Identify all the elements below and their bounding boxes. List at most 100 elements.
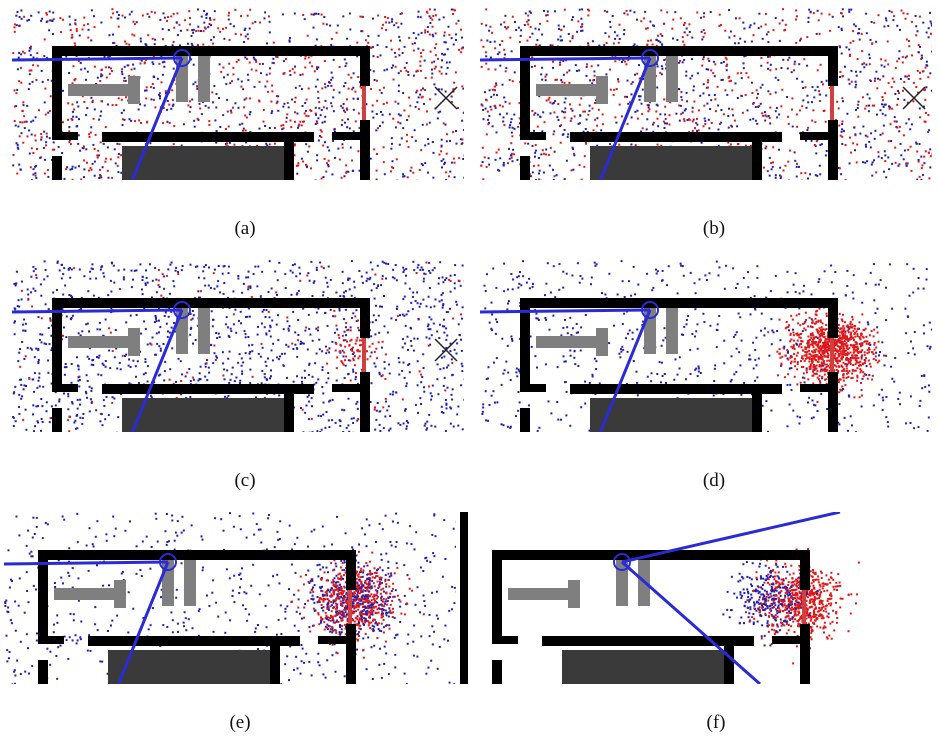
table-block xyxy=(122,146,294,180)
map-scene xyxy=(480,8,932,180)
wall-top xyxy=(52,46,370,56)
wall-table-top xyxy=(570,384,782,394)
laser-ray-left xyxy=(12,56,183,62)
wall-table-top xyxy=(542,636,754,646)
chair-obstacle-1 xyxy=(644,56,656,102)
chair-obstacle-1 xyxy=(162,560,174,606)
panel-c xyxy=(12,260,464,432)
shelf-end-obstacle xyxy=(128,76,140,104)
wall-top xyxy=(520,46,838,56)
laser-ray-left xyxy=(480,308,651,314)
marker-layer xyxy=(434,338,458,362)
wall-left-stub xyxy=(52,384,78,392)
chair-obstacle-1 xyxy=(176,308,188,354)
caption-c: (c) xyxy=(234,470,256,491)
wall-right-lower xyxy=(360,120,370,180)
table-block xyxy=(108,650,280,684)
chair-obstacle-2 xyxy=(666,308,678,354)
wall-right-upper xyxy=(360,46,370,86)
wall-right-upper xyxy=(828,298,838,338)
wall-top xyxy=(52,298,370,308)
table-block xyxy=(122,398,294,432)
wall-left-upper xyxy=(52,46,62,138)
laser-ray-left xyxy=(12,308,183,314)
wall-left-stub xyxy=(520,384,546,392)
wall-left-lower xyxy=(38,660,48,684)
shelf-end-obstacle xyxy=(596,328,608,356)
chair-obstacle-2 xyxy=(198,56,210,102)
map-scene xyxy=(480,260,932,432)
wall-right-upper xyxy=(360,298,370,338)
map-scene xyxy=(12,260,464,432)
robot-icon xyxy=(173,301,191,319)
map-image-a xyxy=(12,8,464,180)
panel-d xyxy=(480,260,932,432)
chair-obstacle-1 xyxy=(644,308,656,354)
left-separator-wall xyxy=(460,512,468,684)
shelf-end-obstacle xyxy=(114,580,126,608)
wall-right-stub xyxy=(318,636,346,644)
particle-cloud xyxy=(480,8,932,180)
chair-obstacle-2 xyxy=(184,560,196,606)
panel-b xyxy=(480,8,932,180)
wall-right-lower xyxy=(828,372,838,432)
wall-right-stub xyxy=(800,132,828,140)
particle-cloud xyxy=(722,548,860,665)
door-gap xyxy=(802,590,806,624)
wall-left-lower xyxy=(492,660,502,684)
marker-layer xyxy=(902,86,926,110)
wall-right-stub xyxy=(332,384,360,392)
shelf-obstacle xyxy=(68,336,132,348)
map-image-c xyxy=(12,260,464,432)
caption-b: (b) xyxy=(702,218,726,239)
robot-icon xyxy=(159,553,177,571)
wall-top xyxy=(520,298,838,308)
wall-right-upper xyxy=(828,46,838,86)
shelf-obstacle xyxy=(536,84,600,96)
robot-icon xyxy=(641,49,659,67)
wall-right-lower xyxy=(828,120,838,180)
wall-left-upper xyxy=(520,298,530,390)
door-gap xyxy=(362,338,366,372)
wall-left-stub xyxy=(520,132,546,140)
shelf-obstacle xyxy=(508,588,572,600)
robot-icon xyxy=(641,301,659,319)
door-gap xyxy=(348,590,352,624)
door-gap xyxy=(830,86,834,120)
wall-right-stub xyxy=(772,636,800,644)
map-image-b xyxy=(480,8,932,180)
wall-top xyxy=(38,550,356,560)
wall-left-stub xyxy=(492,636,518,644)
wall-table-right xyxy=(284,384,294,432)
wall-table-right xyxy=(270,636,280,684)
robot-icon xyxy=(173,49,191,67)
robot-icon xyxy=(613,553,631,571)
caption-d: (d) xyxy=(702,470,726,491)
wall-table-top xyxy=(102,132,314,142)
laser-ray-left xyxy=(4,560,169,566)
caption-a: (a) xyxy=(234,218,256,239)
table-block xyxy=(590,398,762,432)
laser-ray-down xyxy=(598,57,652,180)
marker-layer xyxy=(434,86,458,110)
door-gap xyxy=(830,338,834,372)
wall-right-lower xyxy=(346,624,356,684)
target-x-marker xyxy=(434,86,458,110)
shelf-end-obstacle xyxy=(128,328,140,356)
shelf-obstacle xyxy=(536,336,600,348)
wall-right-lower xyxy=(360,372,370,432)
door-gap xyxy=(362,86,366,120)
shelf-obstacle xyxy=(68,84,132,96)
wall-right-stub xyxy=(332,132,360,140)
map-image-d xyxy=(480,260,932,432)
target-x-marker xyxy=(434,338,458,362)
wall-table-right xyxy=(752,132,762,180)
wall-left-upper xyxy=(492,550,502,642)
laser-ray-down xyxy=(130,57,184,180)
wall-table-right xyxy=(284,132,294,180)
wall-left-upper xyxy=(52,298,62,390)
laser-ray-down xyxy=(130,309,184,432)
chair-obstacle-2 xyxy=(198,308,210,354)
shelf-end-obstacle xyxy=(568,580,580,608)
wall-left-stub xyxy=(52,132,78,140)
